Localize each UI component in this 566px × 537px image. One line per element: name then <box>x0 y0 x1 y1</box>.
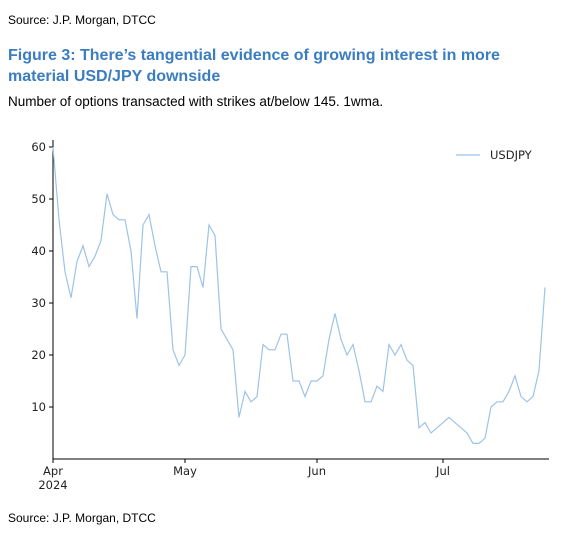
source: Source: J.P. Morgan, DTCC <box>8 511 156 525</box>
y-tick-label: 40 <box>31 244 46 258</box>
series-line <box>52 146 546 444</box>
y-tick-label: 60 <box>31 140 46 154</box>
legend-label: USDJPY <box>490 148 533 162</box>
x-tick-label: Jul <box>435 464 450 478</box>
y-tick-label: 50 <box>31 192 46 206</box>
chart-subtitle: Number of options transacted with strike… <box>8 94 383 109</box>
x-tick-label: Jun <box>307 464 326 478</box>
x-tick-label: May <box>173 464 197 478</box>
y-tick-label: 10 <box>31 400 46 414</box>
source-top: Source: J.P. Morgan, DTCC <box>8 13 156 27</box>
chart-title: Figure 3: There’s tangential evidence of… <box>8 47 500 85</box>
x-year-label: 2024 <box>38 478 67 492</box>
y-tick-label: 20 <box>31 348 46 362</box>
x-tick-label: Apr <box>43 464 63 478</box>
y-tick-label: 30 <box>31 296 46 310</box>
